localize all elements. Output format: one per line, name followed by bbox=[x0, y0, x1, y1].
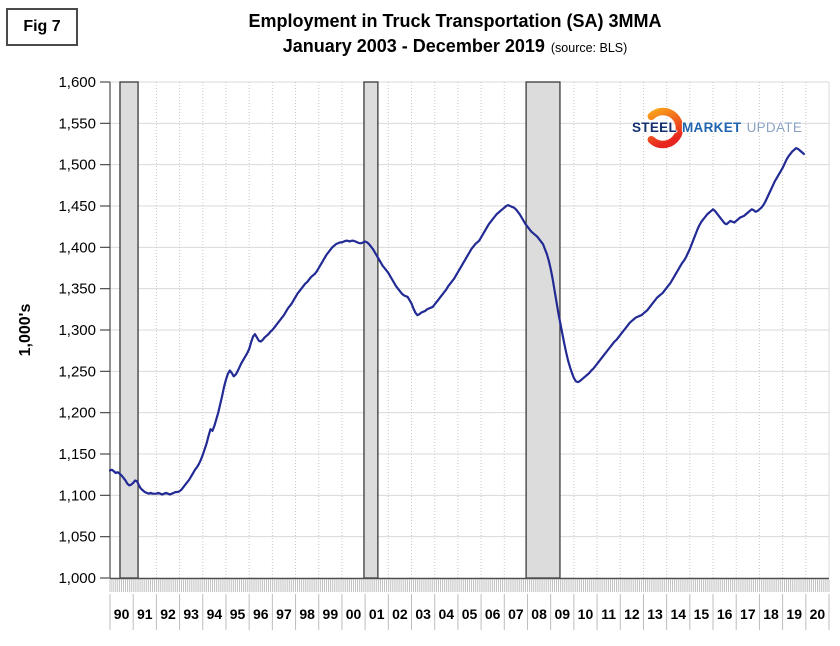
x-tick-label: 91 bbox=[137, 606, 153, 622]
x-tick-label: 90 bbox=[114, 606, 130, 622]
x-tick-label: 08 bbox=[531, 606, 547, 622]
x-tick-label: 05 bbox=[462, 606, 478, 622]
chart-subtitle-line: January 2003 - December 2019 (source: BLS… bbox=[70, 34, 840, 60]
x-tick-label: 18 bbox=[763, 606, 779, 622]
x-tick-label: 03 bbox=[415, 606, 431, 622]
x-tick-label: 19 bbox=[786, 606, 802, 622]
x-tick-label: 06 bbox=[485, 606, 501, 622]
data-line bbox=[108, 147, 805, 496]
logo-word-market: MARKET bbox=[682, 120, 742, 135]
y-axis-title: 1,000's bbox=[17, 304, 34, 357]
y-tick-label: 1,500 bbox=[58, 157, 96, 174]
source-note: (source: BLS) bbox=[550, 41, 628, 55]
x-tick-label: 92 bbox=[160, 606, 176, 622]
y-tick-label: 1,200 bbox=[58, 405, 96, 422]
x-tick-label: 17 bbox=[740, 606, 756, 622]
y-tick-label: 1,150 bbox=[58, 446, 96, 463]
logo-word-update: UPDATE bbox=[746, 120, 803, 135]
x-tick-label: 00 bbox=[346, 606, 362, 622]
logo-word-steel: STEEL bbox=[632, 120, 678, 135]
x-tick-label: 13 bbox=[647, 606, 663, 622]
recession-band bbox=[525, 81, 561, 579]
x-tick-label: 97 bbox=[276, 606, 292, 622]
y-tick-label: 1,550 bbox=[58, 115, 96, 132]
recession-bands bbox=[119, 81, 561, 579]
figure-label-box: Fig 7 bbox=[6, 8, 78, 46]
x-tick-label: 07 bbox=[508, 606, 524, 622]
y-tick-label: 1,300 bbox=[58, 322, 96, 339]
y-tick-label: 1,000 bbox=[58, 570, 96, 587]
y-tick-label: 1,450 bbox=[58, 198, 96, 215]
x-tick-label: 01 bbox=[369, 606, 385, 622]
y-axis: 1,000 1,050 1,100 1,150 1,200 1,250 1,300 1,350… bbox=[58, 74, 111, 587]
x-tick-label: 96 bbox=[253, 606, 269, 622]
steel-market-update-logo: STEEL MARKET UPDATE bbox=[612, 104, 802, 152]
x-tick-label: 11 bbox=[601, 606, 616, 622]
x-tick-label: 09 bbox=[554, 606, 570, 622]
recession-band bbox=[363, 81, 379, 579]
recession-band bbox=[119, 81, 139, 579]
x-tick-label: 93 bbox=[183, 606, 199, 622]
figure-label: Fig 7 bbox=[23, 18, 61, 35]
x-tick-label: 10 bbox=[578, 606, 594, 622]
y-tick-label: 1,350 bbox=[58, 281, 96, 298]
chart-title-block: Employment in Truck Transportation (SA) … bbox=[70, 8, 840, 60]
x-tick-label: 16 bbox=[717, 606, 733, 622]
x-axis: 90 91 92 93 94 95 96 97 98 99 00 01 02 03 04 05 06 07 08 09… bbox=[109, 577, 830, 630]
y-tick-label: 1,100 bbox=[58, 487, 96, 504]
x-tick-label: 14 bbox=[670, 606, 686, 622]
chart-title: Employment in Truck Transportation (SA) … bbox=[248, 11, 662, 31]
x-tick-label: 02 bbox=[392, 606, 408, 622]
y-tick-label: 1,050 bbox=[58, 529, 96, 546]
x-tick-label: 20 bbox=[810, 606, 826, 622]
employment-series-line bbox=[108, 147, 805, 496]
x-tick-label: 95 bbox=[230, 606, 246, 622]
y-tick-label: 1,600 bbox=[58, 74, 96, 91]
x-tick-label: 98 bbox=[299, 606, 315, 622]
x-tick-label: 99 bbox=[323, 606, 339, 622]
x-tick-label: 15 bbox=[694, 606, 710, 622]
chart-subtitle: January 2003 - December 2019 bbox=[282, 36, 545, 56]
y-tick-label: 1,400 bbox=[58, 239, 96, 256]
y-tick-label: 1,250 bbox=[58, 363, 96, 380]
y-axis-label: 1,000's bbox=[17, 304, 34, 357]
plot-grid bbox=[110, 81, 830, 578]
x-tick-label: 12 bbox=[624, 606, 640, 622]
x-tick-label: 94 bbox=[207, 606, 223, 622]
x-tick-label: 04 bbox=[439, 606, 455, 622]
logo-text: STEEL MARKET UPDATE bbox=[612, 104, 802, 152]
crescent-icon bbox=[647, 107, 684, 149]
